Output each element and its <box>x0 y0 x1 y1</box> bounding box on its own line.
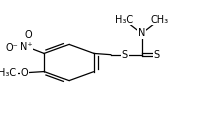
Text: O: O <box>24 30 32 40</box>
Text: O: O <box>20 68 28 78</box>
Text: N⁺: N⁺ <box>20 42 33 51</box>
Text: S: S <box>122 50 128 60</box>
Text: H₃C: H₃C <box>115 15 133 25</box>
Text: CH₃: CH₃ <box>150 15 169 25</box>
Text: S: S <box>153 50 160 60</box>
Text: N: N <box>138 28 145 38</box>
Text: O⁻: O⁻ <box>6 43 19 53</box>
Text: H₃C: H₃C <box>0 68 16 78</box>
